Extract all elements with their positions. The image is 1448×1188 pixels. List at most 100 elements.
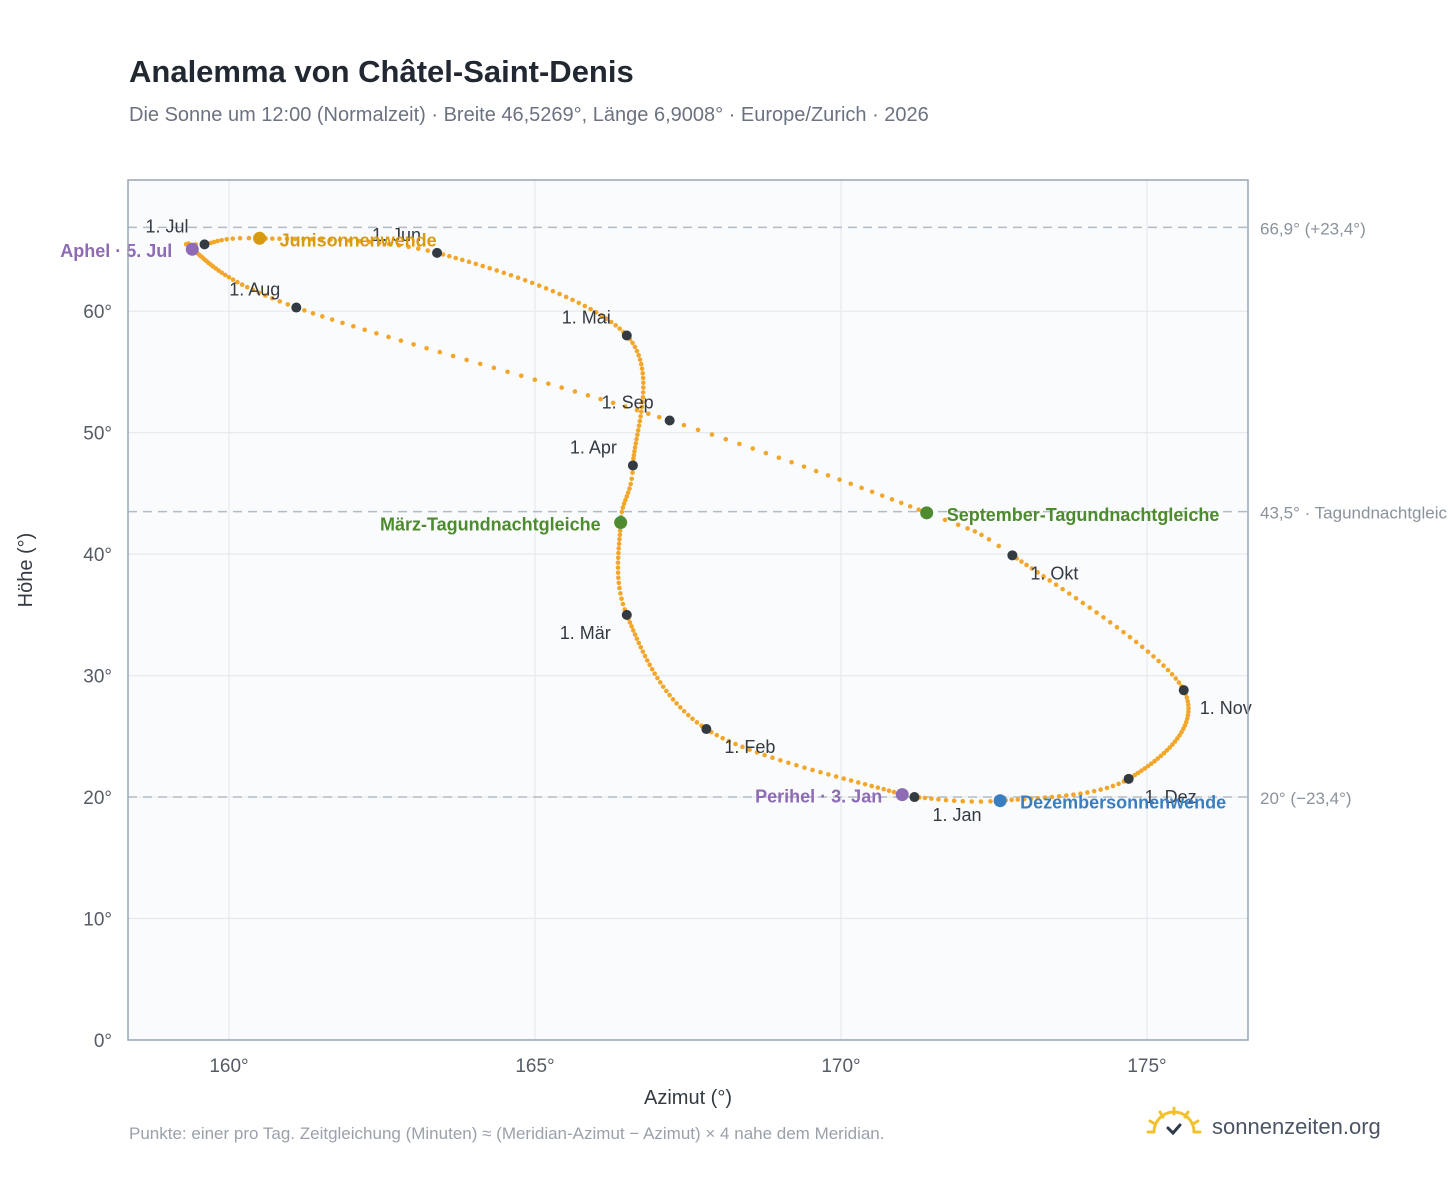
day-point bbox=[617, 326, 623, 331]
day-point bbox=[1056, 794, 1062, 799]
sun-logo-icon bbox=[1146, 1106, 1202, 1147]
day-point bbox=[670, 697, 676, 702]
day-point bbox=[453, 255, 459, 261]
day-point bbox=[1167, 745, 1172, 750]
month-label: 1. Mai bbox=[562, 307, 611, 327]
day-point bbox=[631, 452, 637, 458]
day-point bbox=[619, 509, 625, 515]
month-label: 1. Aug bbox=[229, 280, 280, 300]
day-point bbox=[907, 504, 913, 509]
y-axis-label: Höhe (°) bbox=[15, 533, 37, 608]
day-point bbox=[1085, 790, 1090, 795]
day-point bbox=[647, 662, 652, 668]
day-point bbox=[543, 286, 549, 291]
day-point bbox=[302, 308, 307, 313]
day-point bbox=[1145, 763, 1151, 769]
month-marker bbox=[909, 792, 920, 803]
day-point bbox=[576, 300, 582, 306]
day-point bbox=[638, 414, 643, 419]
day-point bbox=[622, 404, 628, 409]
day-point bbox=[1021, 796, 1027, 802]
day-point bbox=[1110, 783, 1116, 789]
chart-title: Analemma von Châtel-Saint-Denis bbox=[129, 54, 634, 89]
day-point bbox=[636, 423, 642, 429]
day-point bbox=[491, 365, 497, 371]
day-point bbox=[618, 591, 623, 596]
day-point bbox=[1186, 706, 1191, 711]
day-point bbox=[1101, 615, 1106, 620]
day-point bbox=[532, 377, 538, 383]
day-point bbox=[1078, 791, 1083, 796]
day-point bbox=[942, 517, 948, 523]
day-point bbox=[631, 456, 636, 462]
day-point bbox=[1185, 698, 1191, 704]
day-point bbox=[978, 799, 984, 804]
day-point bbox=[222, 272, 228, 278]
day-point bbox=[1066, 591, 1072, 596]
day-point bbox=[629, 624, 634, 629]
day-point bbox=[826, 772, 831, 777]
day-point bbox=[1133, 639, 1139, 645]
day-point bbox=[522, 277, 528, 283]
special-label: Perihel · 3. Jan bbox=[755, 787, 882, 807]
day-point bbox=[969, 799, 974, 804]
day-point bbox=[833, 774, 839, 779]
day-point bbox=[585, 393, 591, 398]
day-point bbox=[396, 242, 402, 248]
y-tick-label: 20° bbox=[83, 788, 112, 809]
day-point bbox=[951, 798, 957, 804]
month-marker bbox=[621, 609, 632, 620]
brand-name[interactable]: sonnenzeiten.org bbox=[1212, 1113, 1381, 1139]
month-marker bbox=[291, 302, 302, 313]
day-point bbox=[638, 645, 644, 650]
day-point bbox=[640, 390, 646, 395]
day-point bbox=[875, 785, 881, 790]
day-point bbox=[837, 477, 842, 482]
axis-ticks: 160° 165° 170° 175° 0° 10° 20° 30° 40° 50° 60° bbox=[83, 302, 1166, 1077]
day-point bbox=[464, 357, 469, 363]
day-point bbox=[642, 653, 648, 659]
day-point bbox=[593, 309, 599, 315]
day-point bbox=[357, 238, 362, 244]
day-point bbox=[477, 361, 483, 367]
day-point bbox=[657, 680, 663, 685]
day-point bbox=[1116, 781, 1121, 787]
day-point bbox=[664, 688, 669, 694]
special-label: September-Tagundnachtgleiche bbox=[947, 505, 1220, 525]
day-point bbox=[632, 632, 638, 637]
day-point bbox=[1186, 709, 1191, 715]
day-point bbox=[1161, 750, 1167, 756]
day-point bbox=[720, 735, 725, 741]
day-point bbox=[310, 311, 316, 316]
day-point bbox=[986, 537, 992, 542]
day-point bbox=[572, 389, 578, 394]
month-label: 1. Jun bbox=[372, 225, 421, 245]
day-point bbox=[695, 427, 701, 433]
day-point bbox=[617, 536, 622, 542]
day-point bbox=[529, 280, 535, 286]
day-point bbox=[424, 345, 429, 351]
day-point bbox=[869, 489, 875, 495]
day-point bbox=[996, 543, 1002, 549]
day-point bbox=[801, 464, 807, 469]
x-tick-label: 160° bbox=[209, 1056, 248, 1077]
special-markers: März-Tagundnachtgleiche September-Tagundn… bbox=[60, 230, 1226, 812]
day-point bbox=[638, 361, 644, 367]
day-point bbox=[1148, 761, 1154, 766]
x-tick-label: 165° bbox=[515, 1056, 554, 1077]
day-point bbox=[1165, 667, 1171, 673]
day-point bbox=[559, 385, 564, 390]
day-point bbox=[386, 241, 392, 247]
day-point bbox=[639, 366, 645, 371]
day-point bbox=[818, 769, 823, 775]
day-point bbox=[406, 244, 411, 250]
x-tick-label: 175° bbox=[1127, 1056, 1166, 1077]
day-point bbox=[1098, 787, 1103, 792]
brand[interactable]: sonnenzeiten.org bbox=[1146, 1106, 1381, 1147]
day-point bbox=[615, 565, 621, 570]
day-point bbox=[634, 407, 640, 413]
day-point bbox=[447, 253, 452, 259]
day-point bbox=[916, 507, 921, 512]
day-point bbox=[965, 526, 970, 531]
special-marker bbox=[253, 231, 267, 245]
